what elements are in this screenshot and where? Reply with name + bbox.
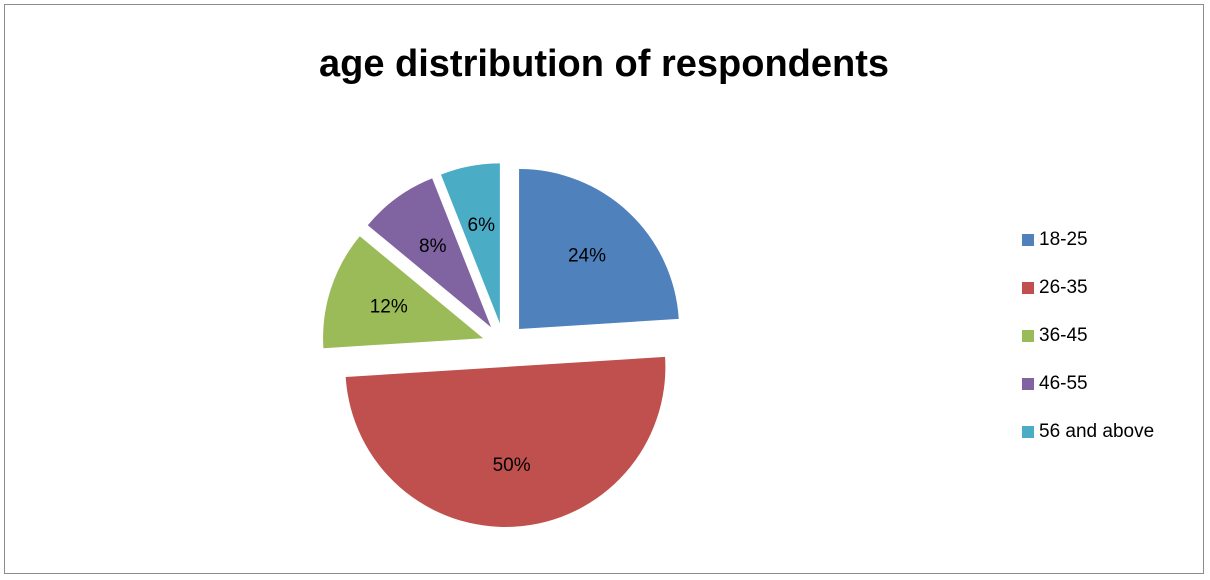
legend-swatch xyxy=(1022,330,1034,342)
legend-item: 46-55 xyxy=(1022,372,1154,396)
legend-swatch xyxy=(1022,234,1034,246)
legend-item: 26-35 xyxy=(1022,276,1154,300)
chart-title: age distribution of respondents xyxy=(318,43,890,85)
pie-slice-56-and-above xyxy=(440,163,500,324)
legend-item: 36-45 xyxy=(1022,324,1154,348)
legend-label: 18-25 xyxy=(1039,229,1088,250)
pie-data-label: 24% xyxy=(568,246,606,267)
legend-label: 56 and above xyxy=(1039,421,1155,442)
legend: 18-25 26-35 36-45 46-55 56 and above xyxy=(1022,228,1154,468)
legend-item: 56 and above xyxy=(1022,420,1154,444)
legend-swatch xyxy=(1022,426,1034,438)
legend-label: 46-55 xyxy=(1039,373,1088,394)
legend-label: 26-35 xyxy=(1039,277,1088,298)
legend-swatch xyxy=(1022,282,1034,294)
pie-slice-36-45 xyxy=(323,236,484,349)
pie-data-label: 50% xyxy=(493,455,531,476)
pie-slice-46-55 xyxy=(367,178,492,328)
legend-swatch xyxy=(1022,378,1034,390)
pie-data-label: 6% xyxy=(468,215,496,236)
pie-slice-18-25 xyxy=(519,168,679,329)
legend-label: 36-45 xyxy=(1039,325,1088,346)
pie-data-label: 8% xyxy=(419,236,447,257)
legend-item: 18-25 xyxy=(1022,228,1154,252)
pie-slice-26-35 xyxy=(345,356,666,527)
pie-data-label: 12% xyxy=(370,297,408,318)
